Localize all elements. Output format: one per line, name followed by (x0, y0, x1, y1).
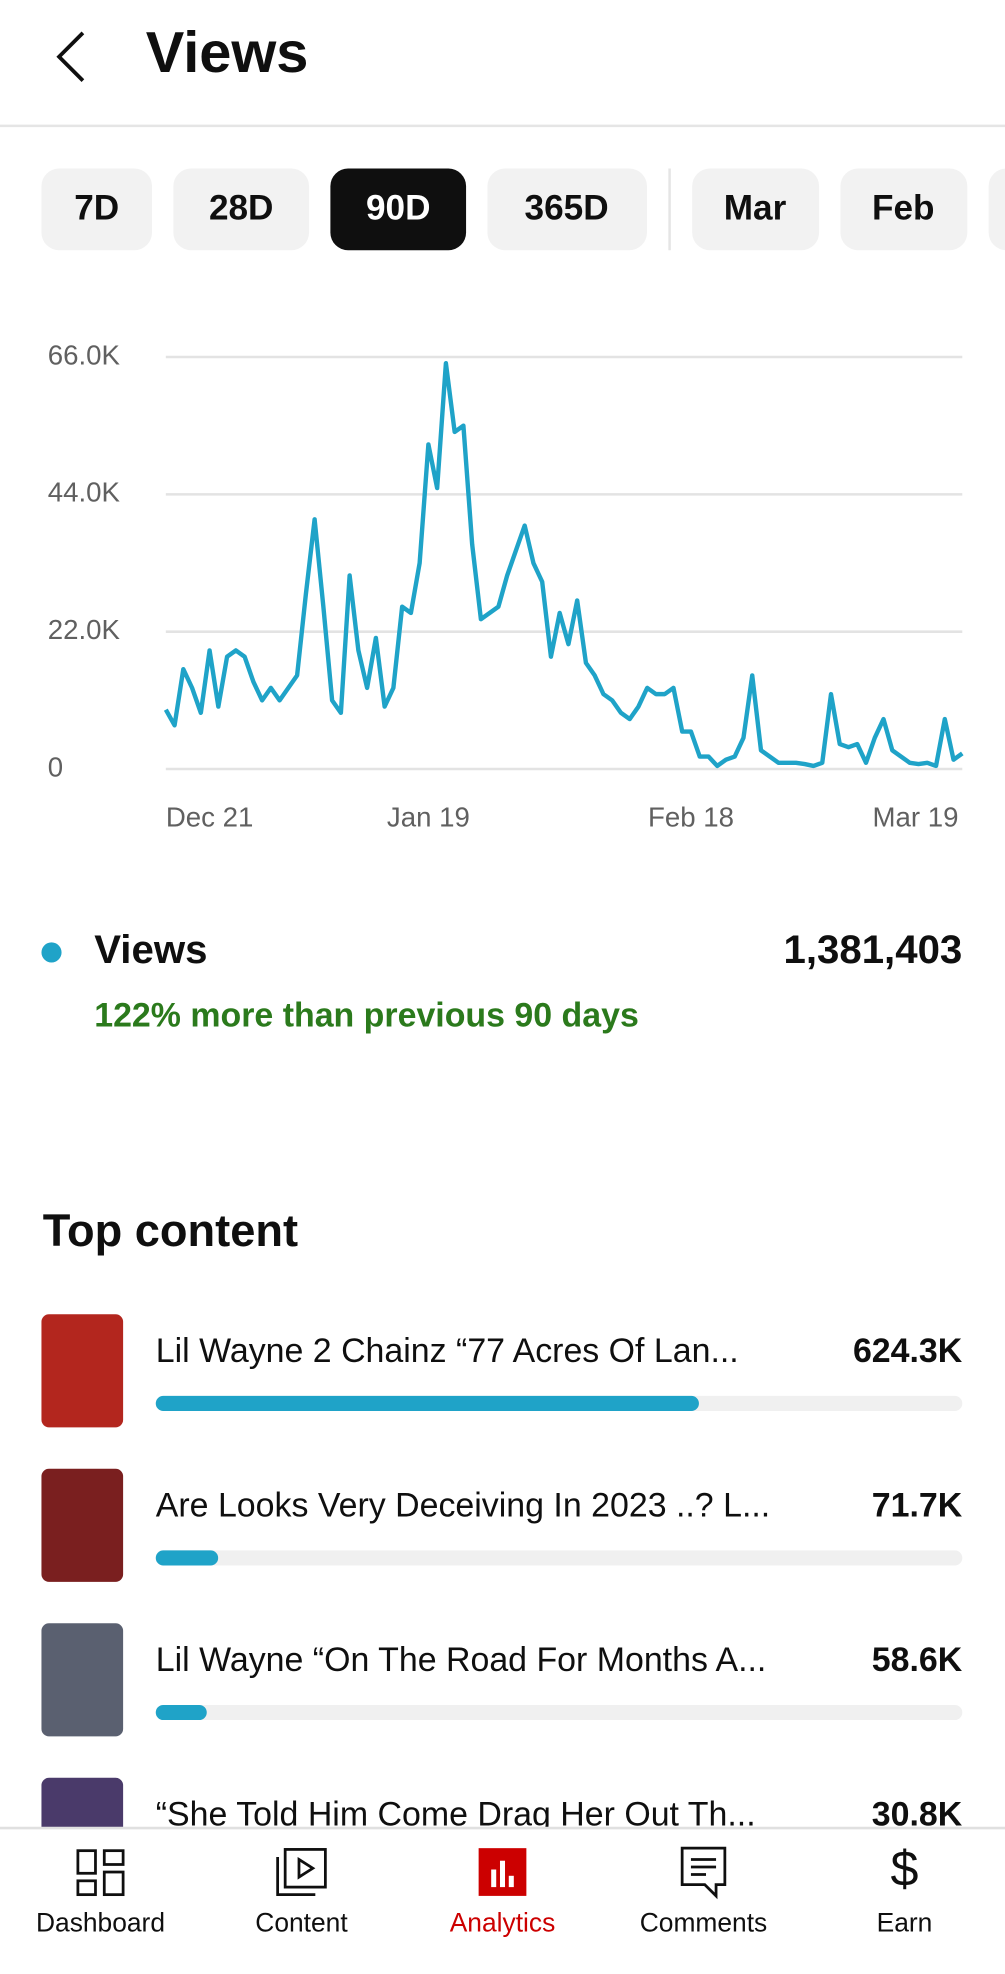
thumbnail (41, 1314, 124, 1428)
video-title: Are Looks Very Deceiving In 2023 ..? L..… (156, 1487, 770, 1525)
metric-total: 1,381,403 (783, 927, 962, 972)
nav-label[interactable]: Content (255, 1908, 348, 1938)
tab[interactable]: 7D (41, 168, 153, 251)
top-content-list: Lil Wayne 2 Chainz “77 Acres Of Lan... 62… (41, 1314, 963, 1834)
thumbnail (41, 1777, 124, 1829)
video-views: 624.3K (853, 1332, 963, 1370)
nav-label[interactable]: Earn (877, 1908, 933, 1938)
thumbnail (41, 1468, 124, 1582)
tab-label: 7D (74, 188, 119, 227)
dashboard-icon (76, 1849, 125, 1897)
bar-track (155, 1550, 963, 1566)
tab[interactable]: Mar (692, 168, 820, 251)
line-chart: 0 22.0K 44.0K 66.0K Dec 21 Jan 19 Feb 18 Mar 19 (48, 339, 964, 833)
legend-dot (41, 942, 62, 963)
y-tick-label: 0 (48, 751, 63, 782)
metric-name: Views (94, 927, 207, 972)
bar (155, 1395, 699, 1411)
tab[interactable]: 365D (487, 168, 647, 251)
back-button[interactable] (56, 31, 85, 82)
x-tick-label: Mar 19 (873, 802, 959, 833)
x-tick-label: Feb 18 (648, 802, 734, 833)
data-line (163, 361, 964, 769)
svg-text:$: $ (891, 1840, 919, 1896)
earn-icon: $ (891, 1840, 919, 1896)
tab[interactable]: 28D (173, 168, 310, 251)
bar-track (155, 1704, 963, 1721)
bar (155, 1550, 219, 1566)
bar (155, 1704, 207, 1721)
video-title: “She Told Him Come Drag Her Out Th... (156, 1796, 756, 1834)
tab-label: 90D (366, 188, 431, 227)
video-title: Lil Wayne “On The Road For Months A... (156, 1641, 767, 1679)
tab-label: 365D (525, 188, 609, 227)
nav-label[interactable]: Comments (640, 1908, 768, 1938)
nav-label[interactable]: Analytics (450, 1908, 556, 1938)
comparison: 122% more than previous 90 days (94, 997, 639, 1035)
section-title: Top content (43, 1205, 298, 1256)
analytics-icon (478, 1848, 527, 1896)
thumbnail (41, 1623, 124, 1737)
video-views: 58.6K (872, 1641, 963, 1679)
video-views: 30.8K (872, 1796, 963, 1834)
tab-label: 28D (209, 188, 274, 227)
video-title: Lil Wayne 2 Chainz “77 Acres Of Lan... (156, 1332, 739, 1370)
x-tick-label: Jan 19 (387, 802, 470, 833)
y-tick-label: 66.0K (48, 339, 121, 370)
y-tick-label: 44.0K (48, 477, 121, 508)
nav-label[interactable]: Dashboard (36, 1908, 165, 1938)
tab-label: Mar (724, 188, 787, 227)
comments-icon (680, 1846, 727, 1900)
video-views: 71.7K (872, 1487, 963, 1525)
tab-overflow[interactable] (988, 168, 1005, 251)
x-tick-label: Dec 21 (166, 802, 254, 833)
tab-label: Feb (872, 188, 935, 227)
content-icon (276, 1848, 327, 1897)
tab[interactable]: 90D (330, 168, 467, 251)
period-tabs: 7D 28D 90D 365D Mar Feb (41, 168, 1005, 251)
page-title: Views (146, 21, 309, 85)
tab[interactable]: Feb (840, 168, 968, 251)
y-tick-label: 22.0K (48, 614, 121, 645)
